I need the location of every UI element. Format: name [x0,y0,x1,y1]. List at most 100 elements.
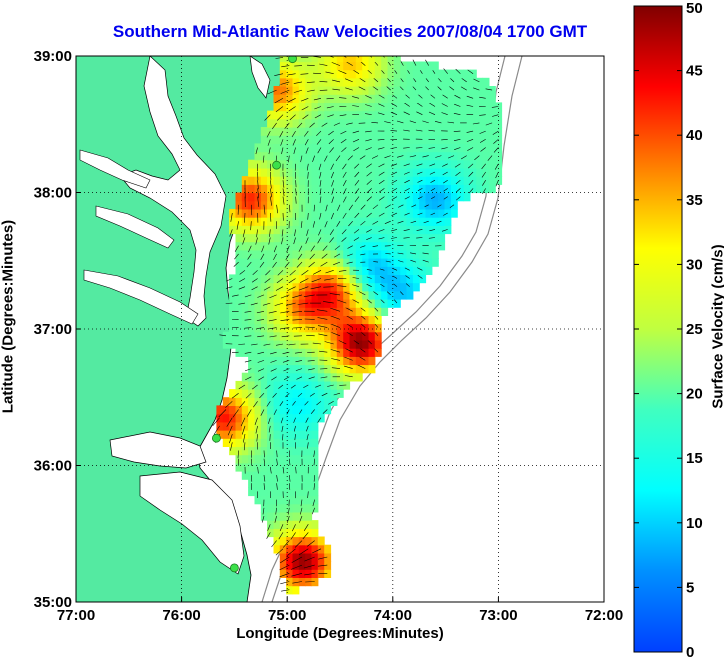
velocity-cell [273,241,281,251]
delaware-bay [249,56,271,99]
velocity-cell [450,192,458,202]
velocity-vector [344,365,353,369]
velocity-vector [466,139,474,142]
y-tick-label: 37:00 [34,321,72,338]
velocity-cell [387,61,395,71]
velocity-vector [317,237,322,244]
velocity-cell [216,413,224,423]
velocity-cell [298,430,306,439]
velocity-cell [343,167,351,177]
velocity-cell [336,331,344,341]
velocity-vector [403,229,410,231]
velocity-cell [374,56,382,63]
velocity-vector [306,229,309,236]
velocity-vector [267,524,271,531]
velocity-vector [324,341,334,345]
velocity-cell [241,430,249,439]
velocity-cell [273,520,281,529]
velocity-vector [319,180,322,187]
velocity-cell [349,339,357,349]
velocity-cell [476,167,484,177]
velocity-cell [419,258,427,267]
velocity-cell [305,167,313,177]
velocity-cell [355,364,363,374]
velocity-cell [368,86,376,95]
velocity-cell [292,192,300,202]
velocity-cell [431,176,439,185]
velocity-cell [343,110,351,120]
velocity-cell [298,143,306,153]
velocity-cell [336,86,344,95]
velocity-cell [425,249,433,259]
velocity-cell [400,176,408,185]
velocity-cell [311,331,319,341]
velocity-vector [296,261,303,268]
velocity-cell [450,94,458,103]
velocity-vector [314,106,322,110]
velocity-cell [254,282,262,292]
velocity-vector [281,147,284,155]
velocity-vector [466,130,474,133]
velocity-cell [273,372,281,382]
velocity-vector [403,111,410,115]
velocity-cell [406,127,414,136]
velocity-cell [336,208,344,218]
velocity-vector [317,417,322,423]
velocity-cell [425,151,433,161]
velocity-cell [248,339,255,349]
velocity-cell [387,225,395,235]
velocity-cell [267,405,274,415]
velocity-cell [463,110,471,120]
velocity-cell [286,110,293,120]
velocity-cell [298,94,306,103]
velocity-cell [279,200,287,210]
velocity-vector [428,237,436,239]
velocity-cell [324,143,332,153]
velocity-cell [400,110,408,120]
velocity-vector [338,270,347,272]
velocity-cell [387,192,395,202]
velocity-cell [324,372,332,382]
velocity-cell [292,249,300,259]
velocity-cell [292,208,300,218]
velocity-cell [425,192,433,202]
velocity-cell [311,487,319,497]
velocity-vector [329,229,334,236]
velocity-cell [298,225,306,235]
velocity-vector [396,120,404,124]
velocity-cell [279,258,287,267]
velocity-cell [330,77,338,87]
velocity-cell [330,372,338,382]
velocity-vector [218,409,227,418]
velocity-cell [374,282,382,292]
velocity-cell [241,397,249,406]
velocity-cell [292,176,300,185]
velocity-vector [385,204,391,209]
velocity-cell [267,290,274,300]
velocity-cell [463,135,471,144]
velocity-vector [306,425,309,432]
velocity-cell [343,233,351,243]
colorbar-tick-label: 45 [686,63,703,80]
velocity-vector [279,401,284,407]
velocity-cell [298,110,306,120]
velocity-vector [379,298,385,304]
velocity-cell [419,102,427,112]
velocity-cell [260,192,268,202]
velocity-vector [242,237,246,245]
velocity-cell [292,94,300,103]
velocity-cell [254,364,262,374]
velocity-cell [438,241,446,251]
velocity-cell [393,217,401,226]
velocity-vector [287,515,290,523]
velocity-cell [368,94,376,103]
velocity-vector [297,392,303,397]
velocity-vector [279,564,290,571]
velocity-cell [248,167,255,177]
velocity-cell [286,421,293,431]
velocity-cell [425,167,433,177]
velocity-cell [355,356,363,366]
velocity-vector [258,376,265,381]
velocity-vector [312,548,322,554]
velocity-cell [241,315,249,325]
